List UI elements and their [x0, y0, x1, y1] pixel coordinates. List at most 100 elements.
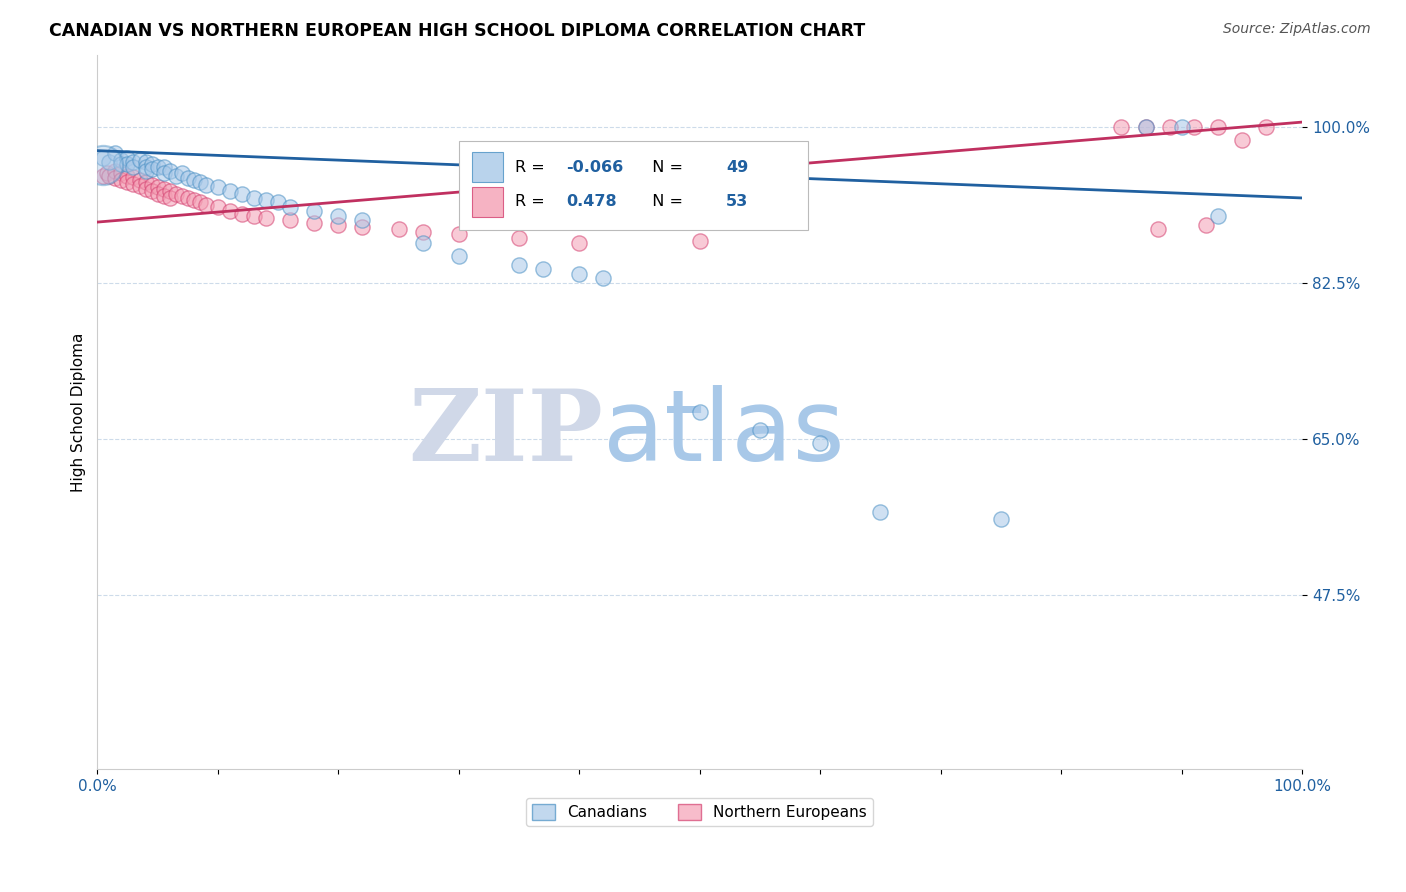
Point — [1170, 120, 1192, 134]
Point — [152, 189, 174, 203]
Text: 53: 53 — [727, 194, 748, 209]
Point — [1230, 133, 1253, 147]
Point — [110, 157, 132, 171]
Point — [117, 157, 139, 171]
Point — [152, 166, 174, 180]
Text: ZIP: ZIP — [409, 385, 603, 483]
Point — [146, 160, 169, 174]
Text: N =: N = — [643, 160, 688, 175]
Point — [689, 234, 711, 248]
Point — [159, 164, 181, 178]
Point — [243, 209, 266, 223]
Point — [568, 267, 591, 281]
Point — [188, 175, 211, 189]
Point — [146, 180, 169, 194]
Text: R =: R = — [516, 160, 550, 175]
Point — [531, 262, 554, 277]
Point — [122, 160, 145, 174]
Point — [177, 191, 200, 205]
Point — [219, 204, 242, 219]
Text: R =: R = — [516, 194, 550, 209]
Point — [1135, 120, 1157, 134]
Point — [128, 179, 150, 194]
Point — [592, 271, 614, 285]
FancyBboxPatch shape — [472, 186, 503, 217]
Point — [689, 405, 711, 419]
Text: 0.478: 0.478 — [567, 194, 617, 209]
Text: CANADIAN VS NORTHERN EUROPEAN HIGH SCHOOL DIPLOMA CORRELATION CHART: CANADIAN VS NORTHERN EUROPEAN HIGH SCHOO… — [49, 22, 866, 40]
Point — [98, 155, 121, 169]
Point — [1254, 120, 1277, 134]
Point — [93, 151, 115, 165]
Point — [328, 218, 350, 232]
Point — [869, 505, 891, 519]
Point — [219, 184, 242, 198]
Point — [254, 193, 277, 207]
Point — [231, 207, 253, 221]
Point — [808, 436, 831, 450]
Point — [231, 186, 253, 201]
Point — [352, 213, 374, 227]
Point — [165, 186, 187, 201]
Point — [104, 164, 127, 178]
Point — [141, 157, 163, 171]
Point — [243, 191, 266, 205]
Point — [128, 153, 150, 168]
Text: Source: ZipAtlas.com: Source: ZipAtlas.com — [1223, 22, 1371, 37]
Point — [117, 151, 139, 165]
Text: -0.066: -0.066 — [567, 160, 623, 175]
Point — [447, 227, 470, 241]
Point — [188, 195, 211, 210]
Point — [141, 162, 163, 177]
Point — [254, 211, 277, 225]
Point — [159, 184, 181, 198]
Point — [1206, 209, 1229, 223]
Point — [110, 153, 132, 168]
Point — [207, 200, 229, 214]
Text: atlas: atlas — [603, 385, 845, 483]
Point — [328, 209, 350, 223]
Point — [135, 182, 157, 196]
Point — [128, 173, 150, 187]
Point — [1206, 120, 1229, 134]
Point — [117, 175, 139, 189]
Point — [152, 160, 174, 174]
Point — [146, 186, 169, 201]
Point — [141, 184, 163, 198]
Point — [278, 200, 301, 214]
Y-axis label: High School Diploma: High School Diploma — [72, 333, 86, 491]
Point — [110, 173, 132, 187]
Point — [183, 173, 205, 187]
Point — [93, 158, 115, 172]
Point — [152, 182, 174, 196]
Text: 49: 49 — [727, 160, 748, 175]
Point — [387, 222, 409, 236]
Point — [1146, 222, 1168, 236]
Point — [98, 169, 121, 183]
Point — [412, 235, 434, 250]
Point — [170, 166, 193, 180]
Point — [568, 235, 591, 250]
Point — [1182, 120, 1205, 134]
Point — [207, 180, 229, 194]
Point — [508, 231, 530, 245]
Point — [412, 225, 434, 239]
Text: N =: N = — [643, 194, 688, 209]
Point — [177, 171, 200, 186]
Point — [749, 423, 772, 437]
Point — [135, 155, 157, 169]
Point — [122, 170, 145, 185]
Point — [447, 249, 470, 263]
Point — [117, 169, 139, 183]
Point — [159, 191, 181, 205]
FancyBboxPatch shape — [472, 153, 503, 182]
Point — [1159, 120, 1181, 134]
Point — [170, 189, 193, 203]
Point — [278, 213, 301, 227]
Point — [122, 177, 145, 191]
Point — [302, 216, 325, 230]
Point — [165, 169, 187, 183]
Point — [267, 195, 290, 210]
Point — [1195, 218, 1218, 232]
Point — [141, 178, 163, 192]
